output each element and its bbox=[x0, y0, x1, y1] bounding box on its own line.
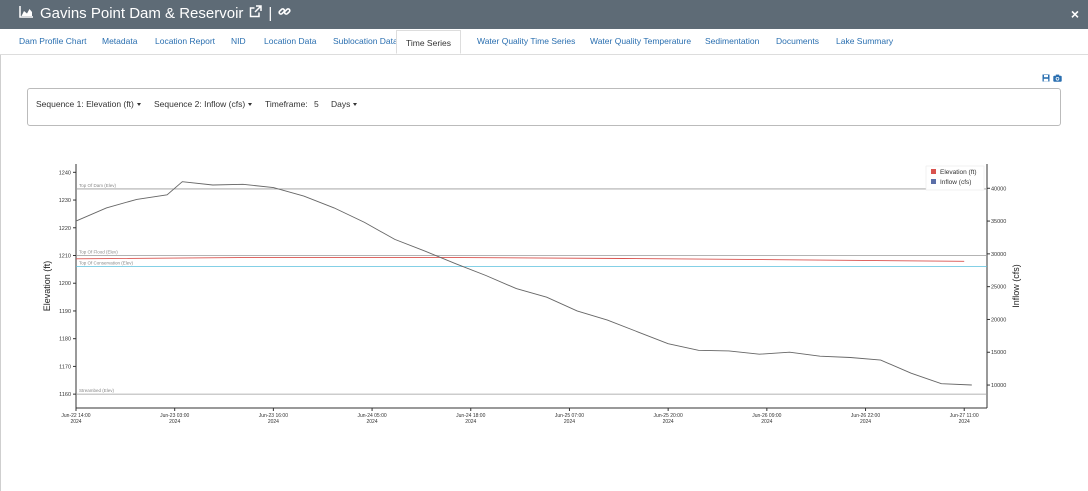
x-tick-label: Jun-24 18:00 bbox=[456, 413, 485, 419]
reference-line-label: Top Of Dam (Elev) bbox=[79, 183, 117, 188]
page-title: Gavins Point Dam & Reservoir bbox=[40, 5, 244, 22]
x-tick-label: Jun-26 09:00 bbox=[752, 413, 781, 419]
caret-down-icon bbox=[248, 103, 253, 107]
y2-tick-label: 35000 bbox=[991, 219, 1006, 225]
tab-nid[interactable]: NID bbox=[231, 36, 246, 46]
save-icon[interactable] bbox=[1042, 69, 1050, 87]
link-icon[interactable] bbox=[278, 5, 291, 22]
legend-label: Inflow (cfs) bbox=[940, 179, 971, 186]
window-header: Gavins Point Dam & Reservoir | × bbox=[0, 0, 1088, 29]
caret-down-icon bbox=[136, 103, 141, 107]
sequence1-label: Sequence 1: Elevation (ft) bbox=[36, 99, 134, 109]
x-tick-label: Jun-23 16:00 bbox=[259, 413, 288, 419]
y-tick-label: 1160 bbox=[59, 392, 71, 398]
tab-water-quality-temperature[interactable]: Water Quality Temperature bbox=[590, 36, 692, 46]
x-tick-year-label: 2024 bbox=[564, 419, 575, 425]
x-tick-year-label: 2024 bbox=[860, 419, 871, 425]
y-tick-label: 1220 bbox=[59, 226, 71, 232]
y-tick-label: 1190 bbox=[59, 309, 71, 315]
legend-swatch bbox=[931, 169, 936, 174]
left-border bbox=[0, 29, 1, 491]
timeframe-unit-label: Days bbox=[331, 99, 351, 109]
y2-tick-label: 25000 bbox=[991, 285, 1006, 291]
tab-metadata[interactable]: Metadata bbox=[102, 36, 138, 46]
x-tick-label: Jun-25 20:00 bbox=[654, 413, 683, 419]
sequence2-label: Sequence 2: Inflow (cfs) bbox=[154, 99, 246, 109]
external-link-icon[interactable] bbox=[249, 5, 263, 22]
elevation-series-line bbox=[75, 256, 965, 262]
x-tick-label: Jun-24 05:00 bbox=[357, 413, 386, 419]
reference-line-label: Top Of Conservation (Elev) bbox=[79, 261, 134, 266]
tab-bar: Dam Profile Chart Metadata Location Report… bbox=[0, 29, 1088, 55]
x-tick-year-label: 2024 bbox=[465, 419, 476, 425]
y2-tick-label: 40000 bbox=[991, 186, 1006, 192]
y-tick-label: 1210 bbox=[59, 254, 71, 260]
x-tick-label: Jun-23 03:00 bbox=[160, 413, 189, 419]
x-tick-label: Jun-27 11:00 bbox=[950, 413, 979, 419]
legend-label: Elevation (ft) bbox=[940, 169, 977, 176]
inflow-series-line bbox=[75, 181, 972, 386]
timeframe-unit-dropdown[interactable]: Days bbox=[331, 99, 358, 109]
reference-line-label: Streambed (Elev) bbox=[79, 388, 115, 393]
chart-controls: Sequence 1: Elevation (ft) Sequence 2: I… bbox=[27, 88, 1061, 126]
y2-tick-label: 10000 bbox=[991, 383, 1006, 389]
tab-documents[interactable]: Documents bbox=[776, 36, 819, 46]
time-series-chart: 1160 1170 1180 1190 1200 1210 1220 1230 1240 1000… bbox=[42, 164, 1021, 425]
y2-tick-label: 30000 bbox=[991, 252, 1006, 258]
y2-tick-label: 20000 bbox=[991, 317, 1006, 323]
area-chart-icon bbox=[19, 5, 34, 22]
reference-line-label: Top Of Flood (Elev) bbox=[79, 250, 118, 255]
tab-dam-profile-chart[interactable]: Dam Profile Chart bbox=[19, 36, 87, 46]
legend-swatch bbox=[931, 179, 936, 184]
tab-lake-summary[interactable]: Lake Summary bbox=[836, 36, 894, 46]
timeframe-label: Timeframe: bbox=[265, 99, 308, 109]
y2-tick-label: 15000 bbox=[991, 350, 1006, 356]
tab-location-data[interactable]: Location Data bbox=[264, 36, 317, 46]
y2-axis-title: Inflow (cfs) bbox=[1011, 264, 1021, 308]
x-tick-year-label: 2024 bbox=[959, 419, 970, 425]
y-tick-label: 1200 bbox=[59, 281, 71, 287]
x-tick-label: Jun-26 22:00 bbox=[851, 413, 880, 419]
export-toolbar bbox=[1042, 69, 1062, 87]
camera-icon[interactable] bbox=[1053, 69, 1062, 87]
tab-location-report[interactable]: Location Report bbox=[155, 36, 216, 46]
tab-sedimentation[interactable]: Sedimentation bbox=[705, 36, 760, 46]
x-tick-year-label: 2024 bbox=[169, 419, 180, 425]
x-tick-year-label: 2024 bbox=[268, 419, 279, 425]
x-tick-year-label: 2024 bbox=[761, 419, 772, 425]
x-tick-year-label: 2024 bbox=[70, 419, 81, 425]
y-tick-label: 1180 bbox=[59, 337, 71, 343]
y-tick-label: 1240 bbox=[59, 170, 71, 176]
y-tick-label: 1170 bbox=[59, 364, 71, 370]
close-button[interactable]: × bbox=[1070, 6, 1079, 22]
x-tick-label: Jun-25 07:00 bbox=[555, 413, 584, 419]
y-axis-title: Elevation (ft) bbox=[42, 261, 52, 312]
sequence1-dropdown[interactable]: Sequence 1: Elevation (ft) bbox=[36, 99, 141, 109]
y-tick-label: 1230 bbox=[59, 198, 71, 204]
x-tick-year-label: 2024 bbox=[367, 419, 378, 425]
tab-sublocation-data[interactable]: Sublocation Data bbox=[333, 36, 398, 46]
title-separator: | bbox=[268, 5, 273, 22]
x-tick-label: Jun-22 14:00 bbox=[61, 413, 90, 419]
caret-down-icon bbox=[353, 103, 358, 107]
sequence2-dropdown[interactable]: Sequence 2: Inflow (cfs) bbox=[154, 99, 253, 109]
tab-time-series[interactable]: Time Series bbox=[396, 30, 462, 54]
timeframe-value-input[interactable]: 5 bbox=[314, 99, 319, 109]
tab-water-quality-time-series[interactable]: Water Quality Time Series bbox=[477, 36, 576, 46]
x-tick-year-label: 2024 bbox=[663, 419, 674, 425]
